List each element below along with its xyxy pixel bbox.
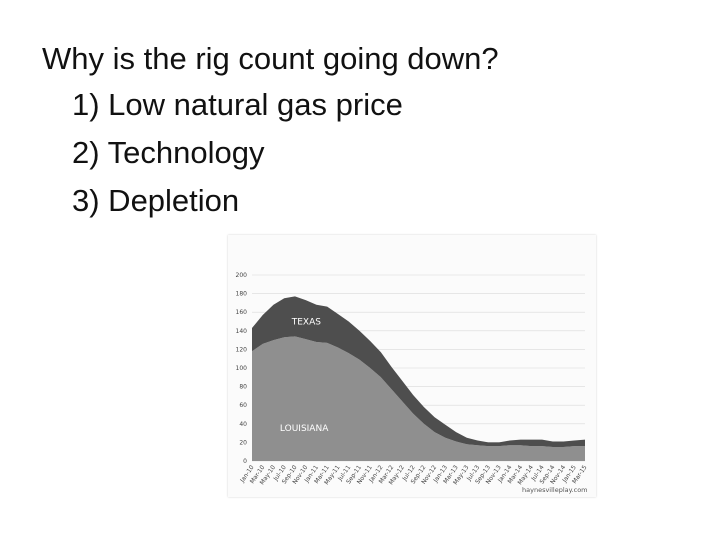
chart-svg: LOUISIANA TEXAS 0 20 40 60 80 100 120 140 160 180 2… — [236, 272, 589, 494]
reason-item: 1) Low natural gas price — [72, 87, 403, 122]
area-texas — [252, 296, 585, 448]
y-tick-label: 160 — [236, 309, 248, 316]
y-tick-label: 40 — [239, 421, 247, 428]
series-label-texas: TEXAS — [291, 317, 322, 327]
y-tick-label: 0 — [243, 458, 247, 465]
y-tick-label: 80 — [239, 384, 247, 391]
reason-item: 3) Depletion — [72, 183, 240, 218]
reason-list: 1) Low natural gas price 2) Technology 3… — [42, 88, 499, 218]
y-tick-label: 200 — [236, 272, 248, 279]
y-tick-label: 100 — [236, 365, 248, 372]
y-tick-label: 120 — [236, 346, 248, 353]
series-label-louisiana: LOUISIANA — [280, 424, 329, 434]
y-tick-label: 180 — [236, 291, 248, 298]
y-tick-label: 140 — [236, 328, 248, 335]
y-tick-label: 20 — [239, 439, 247, 446]
reason-item: 2) Technology — [72, 135, 265, 170]
rig-count-chart: LOUISIANA TEXAS 0 20 40 60 80 100 120 140 160 180 2… — [228, 235, 596, 497]
slide-heading: Why is the rig count going down? — [42, 41, 499, 76]
source-label: haynesvilleplay.com — [522, 486, 588, 494]
slide-text: Why is the rig count going down? 1) Low … — [42, 42, 499, 232]
area-louisiana — [252, 336, 585, 461]
y-tick-label: 60 — [239, 402, 247, 409]
